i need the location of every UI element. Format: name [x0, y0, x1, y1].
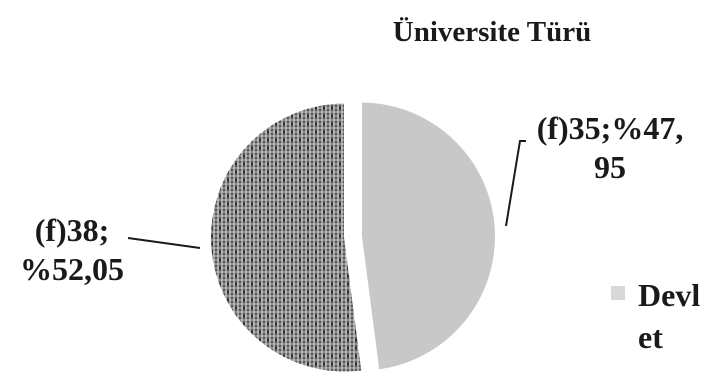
leader-line-1 [505, 140, 526, 227]
data-label-2-line-1: (f)38; [35, 212, 110, 248]
legend-swatch-1 [611, 286, 625, 300]
chart-title: Üniversite Türü [393, 16, 591, 48]
data-label-1-line-1: (f)35;%47, [537, 110, 684, 146]
legend: Devl et [611, 277, 700, 355]
data-label-1-line-2: 95 [594, 149, 626, 185]
leader-line-2 [127, 237, 201, 249]
legend-label-1-line-1: Devl [638, 277, 700, 313]
pie-labels: (f)35;%47,95 (f)38;%52,05 [20, 110, 683, 287]
pie-slice-2 [209, 101, 364, 374]
pie-slices [209, 100, 497, 374]
data-label-2-line-2: %52,05 [20, 251, 124, 287]
legend-label-1-line-2: et [638, 319, 663, 355]
pie-slice-1 [359, 100, 497, 372]
